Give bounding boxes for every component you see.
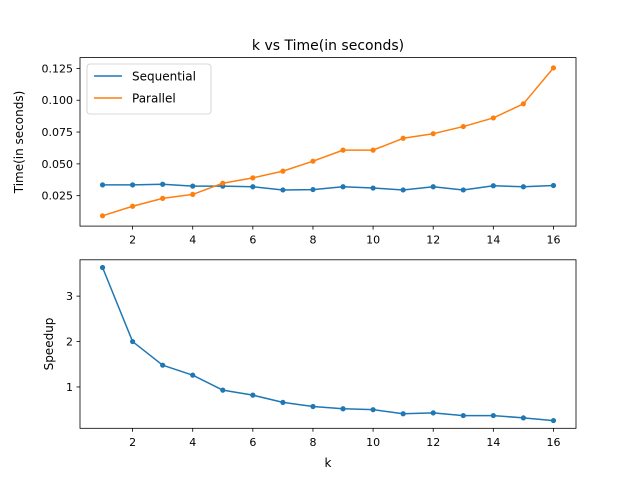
y-tick-label: 1 (66, 381, 73, 394)
y-ticks: 0.025 0.050 0.075 0.100 0.125 (42, 62, 80, 203)
parallel-point (400, 135, 406, 141)
legend-sequential-label: Sequential (132, 70, 196, 84)
x-tick-label: 6 (249, 234, 256, 247)
y-tick-label: 0.125 (42, 62, 74, 75)
parallel-point (550, 65, 557, 71)
x-tick-label: 14 (486, 234, 500, 247)
parallel-point (340, 147, 346, 153)
time-chart: k vs Time(in seconds) Time(in seconds) 2… (12, 38, 577, 247)
parallel-point (190, 191, 196, 198)
series-0-line (101, 267, 554, 422)
x-tick-label: 4 (189, 436, 196, 449)
series-0-point (550, 417, 557, 424)
sequential-point (250, 184, 256, 190)
parallel-point (490, 115, 496, 121)
series-0-point (340, 406, 346, 412)
x-tick-label: 12 (426, 234, 440, 247)
y-tick-label: 0.050 (42, 158, 74, 171)
sequential-point (400, 187, 406, 193)
x-tick-label: 16 (546, 436, 560, 449)
series-0-point (250, 392, 256, 398)
x-tick-label: 4 (189, 234, 196, 247)
x-tick-label: 2 (129, 234, 136, 247)
series-0-point (130, 338, 136, 345)
parallel-point (310, 158, 316, 164)
series-0-point (430, 410, 436, 416)
series-0-point (280, 399, 286, 406)
series-group (99, 264, 557, 424)
x-ticks: 2 4 6 8 10 12 14 16 (129, 226, 560, 247)
sequential-point (340, 184, 346, 190)
series-0-point (310, 403, 316, 410)
y-tick-label: 2 (66, 336, 73, 349)
sequential-point (460, 187, 466, 193)
speedup-chart: Speedup k 2 4 6 8 10 12 14 16 123 (42, 259, 577, 470)
y-axis-label: Speedup (42, 318, 56, 371)
y-tick-label: 0.100 (42, 94, 74, 107)
series-0-point (160, 362, 166, 368)
sequential-line (102, 183, 554, 191)
series-group (99, 65, 557, 219)
sequential-point (99, 182, 106, 188)
parallel-point (220, 180, 226, 186)
x-tick-label: 8 (309, 436, 316, 449)
y-tick-label: 3 (66, 290, 73, 303)
x-tick-label: 10 (366, 234, 380, 247)
x-tick-label: 14 (486, 436, 500, 449)
x-tick-label: 16 (546, 234, 560, 247)
legend: Sequential Parallel (86, 63, 212, 115)
sequential-point (190, 183, 196, 189)
y-ticks: 1 2 3 (66, 290, 80, 394)
plot-frame (79, 259, 577, 429)
x-tick-label: 8 (309, 234, 316, 247)
parallel-point (280, 168, 286, 174)
series-0-point (99, 264, 106, 271)
x-ticks: 2 4 6 8 10 12 14 16 (129, 428, 560, 449)
x-tick-label: 10 (366, 436, 380, 449)
series-0-point (400, 411, 406, 417)
x-tick-label: 2 (129, 436, 136, 449)
series-0-point (220, 387, 226, 393)
y-tick-label: 0.075 (42, 126, 74, 139)
y-axis-label: Time(in seconds) (12, 91, 26, 195)
sequential-point (520, 184, 526, 190)
legend-parallel-label: Parallel (132, 92, 176, 106)
series-0-point (460, 412, 466, 419)
parallel-point (460, 123, 466, 130)
parallel-point (160, 195, 166, 201)
series-0-point (490, 412, 496, 419)
x-axis-label: k (325, 456, 332, 470)
parallel-line (102, 67, 555, 217)
sequential-point (130, 182, 136, 188)
parallel-point (370, 147, 376, 153)
parallel-point (130, 203, 136, 209)
y-tick-label: 0.025 (42, 190, 74, 203)
sequential-point (490, 183, 496, 189)
sequential-point (430, 184, 436, 190)
sequential-point (370, 185, 376, 191)
sequential-point (550, 182, 557, 189)
parallel-point (99, 213, 106, 219)
parallel-point (250, 175, 256, 181)
chart-title: k vs Time(in seconds) (252, 38, 404, 54)
parallel-point (430, 131, 436, 137)
sequential-point (310, 186, 316, 193)
series-0-point (520, 415, 526, 421)
sequential-point (160, 181, 166, 187)
series-0-point (370, 407, 376, 413)
x-tick-label: 12 (426, 436, 440, 449)
parallel-point (520, 101, 526, 107)
series-0-point (190, 372, 196, 378)
plot-frame (79, 57, 577, 227)
x-tick-label: 6 (249, 436, 256, 449)
sequential-point (280, 187, 286, 193)
